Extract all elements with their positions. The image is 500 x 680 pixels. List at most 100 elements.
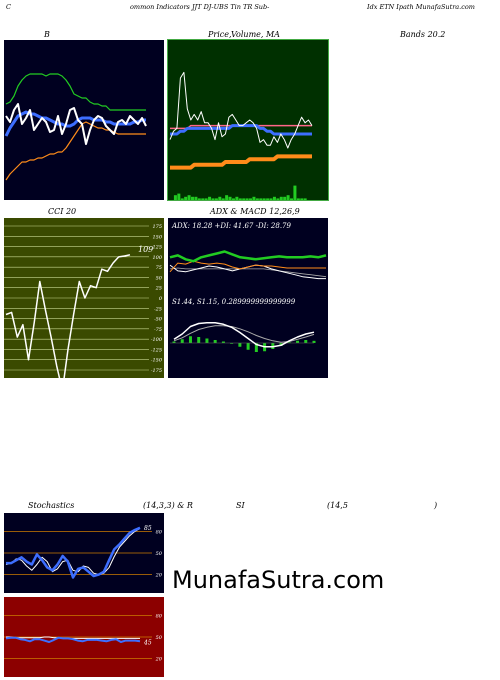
adx-chart: ADX: 18.28 +DI: 41.67 -DI: 28.79 xyxy=(169,222,327,280)
rsi-title: SI xyxy=(236,501,245,510)
cci-tick-label: 175 xyxy=(152,224,162,230)
adx-macd-title: ADX & MACD 12,26,9 xyxy=(210,207,300,216)
stoch-k-line xyxy=(6,526,141,579)
cci-chart: 175 150 125 100 75 50 25 0 -25 -50 -75 -100 -125 -150… xyxy=(4,224,163,378)
cci-tick-label: 50 xyxy=(156,275,163,281)
price-panel xyxy=(167,39,329,201)
cci-panel: 175 150 125 100 75 50 25 0 -25 -50 -75 -100 -125 -150… xyxy=(4,218,164,378)
volume-bar xyxy=(242,198,246,200)
cci-tick-label: -75 xyxy=(154,327,162,333)
volume-bar xyxy=(190,196,194,200)
stoch-tick-label: 50 xyxy=(156,551,163,557)
volume-bar xyxy=(177,193,181,200)
volume-bar xyxy=(303,198,307,200)
volume-bar xyxy=(208,196,212,200)
adx-plusDI-line xyxy=(169,250,327,263)
ma-blue-line xyxy=(170,124,312,136)
cci-tick-label: -100 xyxy=(151,337,163,343)
adx-panel: ADX: 18.28 +DI: 41.67 -DI: 28.79 xyxy=(168,218,328,298)
cci-tick-label: 125 xyxy=(152,245,162,251)
volume-bar xyxy=(201,198,205,200)
macd-signal-line xyxy=(173,325,315,343)
cci-tick-label: -25 xyxy=(154,306,162,312)
stoch-d-line xyxy=(5,528,141,576)
volume-bar xyxy=(214,198,218,200)
volume-bar xyxy=(279,196,283,200)
volume-bar xyxy=(173,195,177,200)
volume-bar xyxy=(211,198,215,200)
header-middle: ommon Indicators JJT DJ-UBS Tin TR Sub- xyxy=(130,3,270,11)
price-chart xyxy=(169,71,313,200)
cci-title: CCI 20 xyxy=(48,207,77,216)
volume-bar xyxy=(204,198,208,200)
header-right: Idx ETN Ipath MunafaSutra.com xyxy=(367,3,475,11)
volume-bar xyxy=(225,195,229,200)
volume-bar xyxy=(249,198,253,200)
rsi-line xyxy=(5,636,141,643)
volume-bar xyxy=(283,196,287,200)
volume-bar xyxy=(252,196,256,200)
cci-tick-label: 25 xyxy=(155,286,162,292)
price-line xyxy=(169,71,313,149)
cci-tick-label: 100 xyxy=(152,255,162,261)
rsi-tick-label: 50 xyxy=(156,635,163,641)
adx-adxminussmooth-line xyxy=(169,267,327,278)
bands-title: B xyxy=(44,30,50,39)
bands-right-title: Bands 20.2 xyxy=(400,30,446,39)
volume-bar xyxy=(238,198,242,200)
volume-bar xyxy=(187,195,191,200)
bb-lower-line xyxy=(5,121,146,181)
cci-tick-label: 0 xyxy=(159,296,163,302)
volume-bar xyxy=(194,196,198,200)
ma-orange-line xyxy=(170,154,312,170)
stochastics-panel: 80 50 20 85 xyxy=(4,513,164,593)
bb-price-line xyxy=(5,103,147,145)
volume-bar xyxy=(255,198,259,200)
macd-chart: S1.44, S1.15, 0.289999999999999 xyxy=(170,298,316,352)
volume-bar xyxy=(286,195,290,200)
stoch-tick-label: 80 xyxy=(156,529,163,535)
stoch-value-label: 85 xyxy=(144,525,152,532)
volume-bar xyxy=(228,196,232,200)
volume-bar xyxy=(197,198,201,200)
volume-bar xyxy=(276,198,280,200)
cci-line xyxy=(5,254,131,378)
adx-minusDI-line xyxy=(169,260,326,273)
macd-label: S1.44, S1.15, 0.289999999999999 xyxy=(172,298,296,306)
volume-bar xyxy=(235,196,239,200)
volume-bar xyxy=(290,198,294,200)
cci-value-label: 109 xyxy=(138,245,153,254)
volume-bar xyxy=(231,198,235,200)
volume-bar xyxy=(272,196,276,200)
stoch-tick-label: 20 xyxy=(155,573,163,579)
cci-tick-label: -175 xyxy=(151,368,162,374)
cci-tick-label: 150 xyxy=(152,234,162,240)
macd-panel: S1.44, S1.15, 0.289999999999999 xyxy=(168,298,328,378)
header-left: C xyxy=(6,3,11,11)
price-title: Price, xyxy=(208,30,232,39)
bollinger-chart xyxy=(4,73,147,181)
rsi-tick-label: 20 xyxy=(155,657,163,663)
volume-bar xyxy=(221,198,225,200)
stochastics-params: (14,3,3) & R xyxy=(143,501,193,510)
rsi-close-paren: ) xyxy=(434,501,438,510)
stochastics-title: Stochastics xyxy=(28,501,75,510)
bb-upper-line xyxy=(5,73,146,111)
rsi-panel: 80 50 20 45 xyxy=(4,597,164,677)
volume-bar xyxy=(180,198,184,200)
stochastics-chart: 80 50 20 85 xyxy=(4,525,163,579)
volume-bar xyxy=(259,198,263,200)
volume-bar xyxy=(300,198,304,200)
rsi-params: (14,5 xyxy=(327,501,348,510)
rsi-chart: 80 50 20 45 xyxy=(4,613,163,663)
macd-line xyxy=(173,322,315,348)
bollinger-panel xyxy=(4,40,164,200)
adx-label: ADX: 18.28 +DI: 41.67 -DI: 28.79 xyxy=(171,222,292,230)
volume-bar xyxy=(262,198,266,200)
volume-bar xyxy=(269,198,273,200)
cci-tick-label: -50 xyxy=(154,317,163,323)
volume-bar xyxy=(184,196,188,200)
rsi-tick-label: 80 xyxy=(156,613,163,619)
volume-bar xyxy=(245,198,249,200)
rsi-value-label: 45 xyxy=(143,639,152,646)
